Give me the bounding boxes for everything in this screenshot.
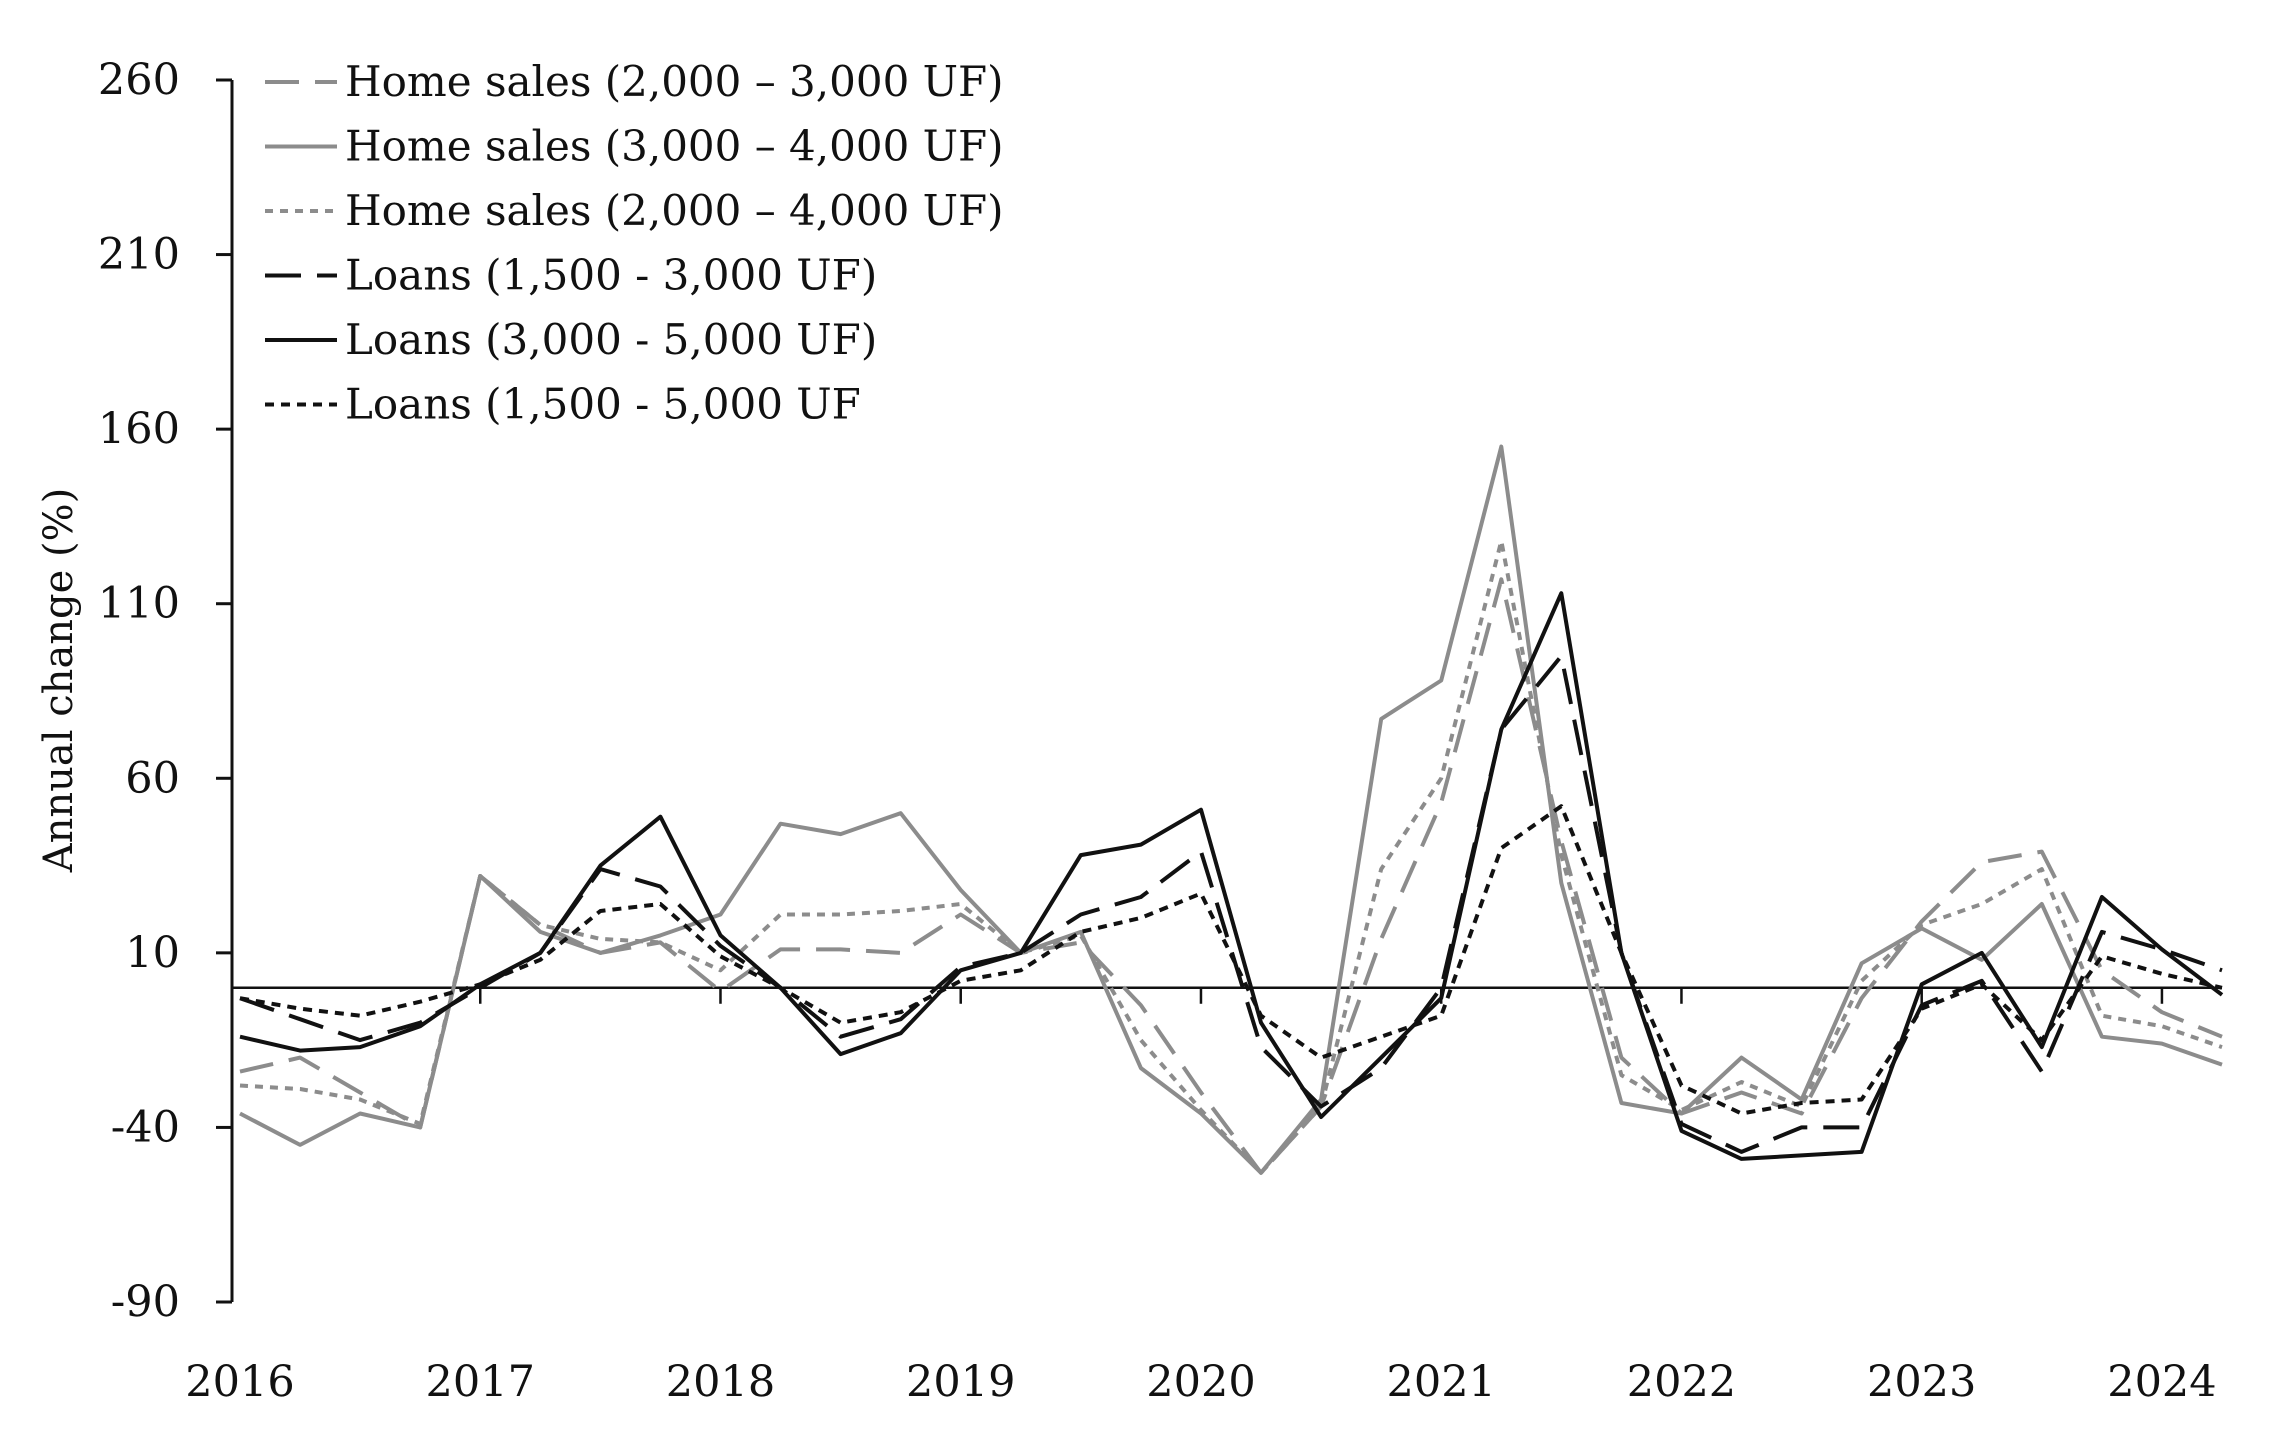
series-line-3 [239,654,2223,1154]
x-tick-label-7: 2023 [1867,1357,1976,1407]
axes: -90 -40 10 60 110 160 210 260 2016 2017 2018 2019 20… [98,55,2222,1407]
series-line-1 [239,444,2223,1175]
y-tick-label-4: 110 [98,579,180,629]
legend-label-1: Home sales (3,000 – 4,000 UF) [345,122,1004,171]
legend-label-5: Loans (1,500 - 5,000 UF [345,380,861,429]
y-tick-label-3: 60 [125,753,180,803]
x-tick-label-8: 2024 [2107,1357,2216,1407]
legend-label-2: Home sales (2,000 – 4,000 UF) [345,186,1004,235]
series-line-2 [239,538,2223,1175]
legend-label-3: Loans (1,500 - 3,000 UF) [345,251,877,300]
x-tick-label-6: 2022 [1627,1357,1736,1407]
x-tick-label-2: 2018 [666,1357,775,1407]
y-axis-title: Annual change (%) [36,488,82,874]
series-lines [239,444,2224,1175]
y-tick-label-5: 160 [98,404,180,454]
x-tick-label-3: 2019 [906,1357,1015,1407]
y-tick-label-0: -90 [111,1277,180,1327]
legend-label-0: Home sales (2,000 – 3,000 UF) [345,57,1004,106]
x-tick-label-1: 2017 [426,1357,535,1407]
y-tick-label-7: 260 [98,55,180,105]
x-tick-label-5: 2021 [1386,1357,1495,1407]
legend: Home sales (2,000 – 3,000 UF) Home sales … [265,57,1004,429]
series-line-5 [239,804,2223,1116]
series-line-0 [239,577,2223,1175]
x-tick-label-0: 2016 [185,1357,294,1407]
x-tick-label-4: 2020 [1146,1357,1255,1407]
y-tick-label-6: 210 [98,230,180,280]
y-tick-label-1: -40 [111,1102,180,1152]
series-line-4 [239,591,2224,1161]
y-tick-label-2: 10 [125,928,180,978]
legend-label-4: Loans (3,000 - 5,000 UF) [345,315,877,364]
